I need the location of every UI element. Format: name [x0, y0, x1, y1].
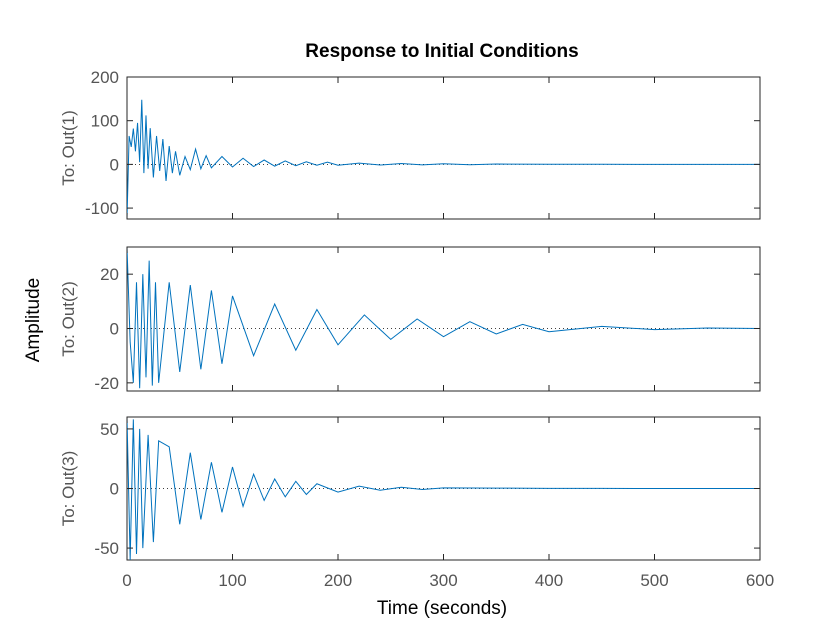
axes-box	[126, 76, 761, 220]
x-tick-label: 300	[429, 571, 457, 590]
y-tick-label: 50	[100, 420, 119, 439]
y-tick-label: 0	[110, 480, 119, 499]
series-line	[127, 417, 760, 560]
subplot-y-label: To: Out(2)	[59, 281, 78, 357]
subplot-y-label: To: Out(1)	[59, 110, 78, 186]
x-tick-label: 100	[218, 571, 246, 590]
subplot-out2: -20 0 20 To: Out(2)	[59, 246, 761, 393]
subplot-y-label: To: Out(3)	[59, 451, 78, 527]
y-tick-label: -100	[85, 199, 119, 218]
x-tick-label: 600	[746, 571, 774, 590]
x-tick-label: 0	[122, 571, 131, 590]
x-tick-label: 400	[535, 571, 563, 590]
y-axis-label: Amplitude	[23, 278, 44, 363]
x-axis-label: Time (seconds)	[377, 598, 507, 619]
y-tick-label: 0	[110, 155, 119, 174]
x-tick-label: 500	[640, 571, 668, 590]
y-tick-label: -20	[94, 374, 119, 393]
y-tick-label: -50	[94, 539, 119, 558]
x-tick-label: 200	[324, 571, 352, 590]
series-line	[127, 247, 760, 389]
series-line	[127, 99, 760, 219]
axes-box	[126, 246, 761, 392]
y-tick-label: 100	[91, 112, 119, 131]
y-tick-label: 20	[100, 265, 119, 284]
y-tick-label: 200	[91, 68, 119, 87]
chart-title: Response to Initial Conditions	[305, 41, 578, 62]
subplot-out1: -100 0 100 200 To: Out(1)	[59, 68, 761, 220]
y-tick-label: 0	[110, 320, 119, 339]
